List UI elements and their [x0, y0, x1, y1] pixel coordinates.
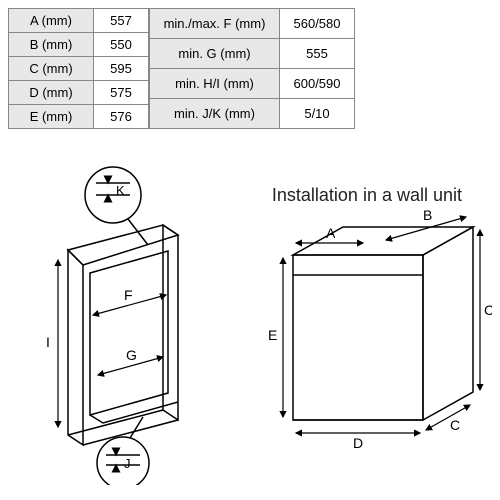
diagram-title: Installation in a wall unit	[272, 185, 462, 206]
cell-value: 550	[94, 33, 149, 57]
table-row: C (mm)595	[9, 57, 149, 81]
label-b: B	[423, 207, 432, 223]
cell-label: D (mm)	[9, 81, 94, 105]
installation-diagram: Installation in a wall unit	[8, 165, 492, 485]
cell-label: min./max. F (mm)	[150, 9, 280, 39]
cell-value: 595	[94, 57, 149, 81]
table-row: min./max. F (mm)560/580	[150, 9, 355, 39]
cell-label: A (mm)	[9, 9, 94, 33]
table-row: D (mm)575	[9, 81, 149, 105]
cell-value: 560/580	[280, 9, 355, 39]
cell-value: 557	[94, 9, 149, 33]
label-g: G	[126, 347, 137, 363]
label-a: A	[326, 225, 336, 241]
table-left: A (mm)557 B (mm)550 C (mm)595 D (mm)575 …	[8, 8, 149, 129]
cell-value: 555	[280, 39, 355, 69]
cell-label: min. J/K (mm)	[150, 99, 280, 129]
cell-label: E (mm)	[9, 105, 94, 129]
cell-label: min. H/I (mm)	[150, 69, 280, 99]
cell-value: 575	[94, 81, 149, 105]
cell-value: 600/590	[280, 69, 355, 99]
label-c2: C	[450, 417, 460, 433]
table-row: min. J/K (mm)5/10	[150, 99, 355, 129]
label-e: E	[268, 327, 277, 343]
callout-k	[85, 167, 148, 245]
diagram-svg: K J I F G	[8, 165, 492, 485]
label-k: K	[116, 183, 125, 198]
oven-drawing	[293, 213, 473, 420]
table-row: min. G (mm)555	[150, 39, 355, 69]
cell-value: 5/10	[280, 99, 355, 129]
table-row: E (mm)576	[9, 105, 149, 129]
label-j: J	[124, 456, 131, 471]
callout-j	[97, 417, 149, 485]
cell-label: B (mm)	[9, 33, 94, 57]
label-c: C	[484, 302, 492, 318]
table-row: B (mm)550	[9, 33, 149, 57]
wall-unit-drawing	[68, 225, 178, 445]
dim-c2	[426, 405, 470, 430]
dimension-tables: A (mm)557 B (mm)550 C (mm)595 D (mm)575 …	[8, 8, 492, 129]
table-row: min. H/I (mm)600/590	[150, 69, 355, 99]
cell-label: min. G (mm)	[150, 39, 280, 69]
table-row: A (mm)557	[9, 9, 149, 33]
cell-value: 576	[94, 105, 149, 129]
label-d: D	[353, 435, 363, 451]
table-right: min./max. F (mm)560/580 min. G (mm)555 m…	[149, 8, 355, 129]
label-f: F	[124, 287, 133, 303]
cell-label: C (mm)	[9, 57, 94, 81]
label-i: I	[46, 334, 50, 350]
